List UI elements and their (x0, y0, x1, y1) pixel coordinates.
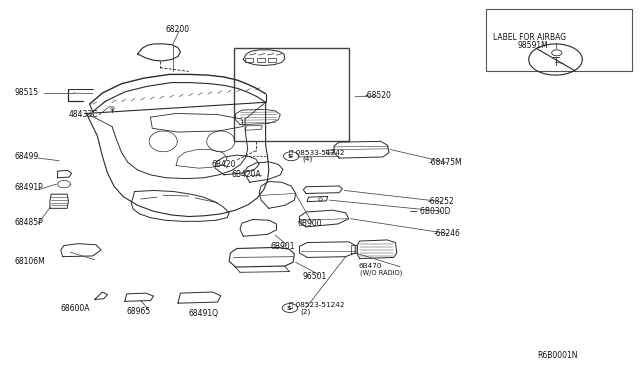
Text: S: S (287, 154, 292, 159)
Text: 68965: 68965 (127, 307, 151, 316)
Bar (268, 58, 276, 62)
Text: Ⓢ 08523-51242: Ⓢ 08523-51242 (289, 301, 345, 308)
Text: 68485P: 68485P (14, 218, 43, 227)
Bar (257, 58, 265, 62)
Text: 98591M: 98591M (517, 41, 548, 50)
Text: (2): (2) (301, 308, 311, 315)
Text: (4): (4) (302, 156, 312, 163)
Text: 68499: 68499 (14, 153, 38, 161)
Bar (486, 9, 632, 71)
Text: Ⓢ 08533-51242: Ⓢ 08533-51242 (289, 149, 345, 156)
Text: -68520: -68520 (365, 92, 392, 100)
Bar (234, 48, 349, 141)
Text: 6B900: 6B900 (298, 219, 322, 228)
Text: 98515: 98515 (14, 88, 38, 97)
Text: 6B420A: 6B420A (232, 170, 261, 179)
Text: R6B0001N: R6B0001N (538, 351, 578, 360)
Text: — 6B030D: — 6B030D (410, 207, 450, 216)
Text: 68491Q: 68491Q (189, 309, 219, 318)
Text: -68252: -68252 (428, 197, 454, 206)
Text: (W/O RADIO): (W/O RADIO) (360, 269, 402, 276)
Text: -68475M: -68475M (429, 158, 463, 167)
Text: -68246: -68246 (434, 229, 461, 238)
Text: S: S (286, 305, 291, 311)
Text: 6B901: 6B901 (270, 242, 294, 251)
Text: 96501: 96501 (302, 272, 326, 280)
Text: 48433C: 48433C (69, 110, 99, 119)
Text: 68600A: 68600A (61, 304, 90, 312)
Bar (245, 58, 253, 62)
Text: 68200: 68200 (165, 25, 189, 33)
Text: 6B420: 6B420 (211, 160, 236, 169)
Text: 6B470: 6B470 (358, 263, 382, 269)
Text: 68491P: 68491P (14, 183, 43, 192)
Text: 68106M: 68106M (14, 257, 45, 266)
Text: LABEL FOR AIRBAG: LABEL FOR AIRBAG (493, 33, 566, 42)
